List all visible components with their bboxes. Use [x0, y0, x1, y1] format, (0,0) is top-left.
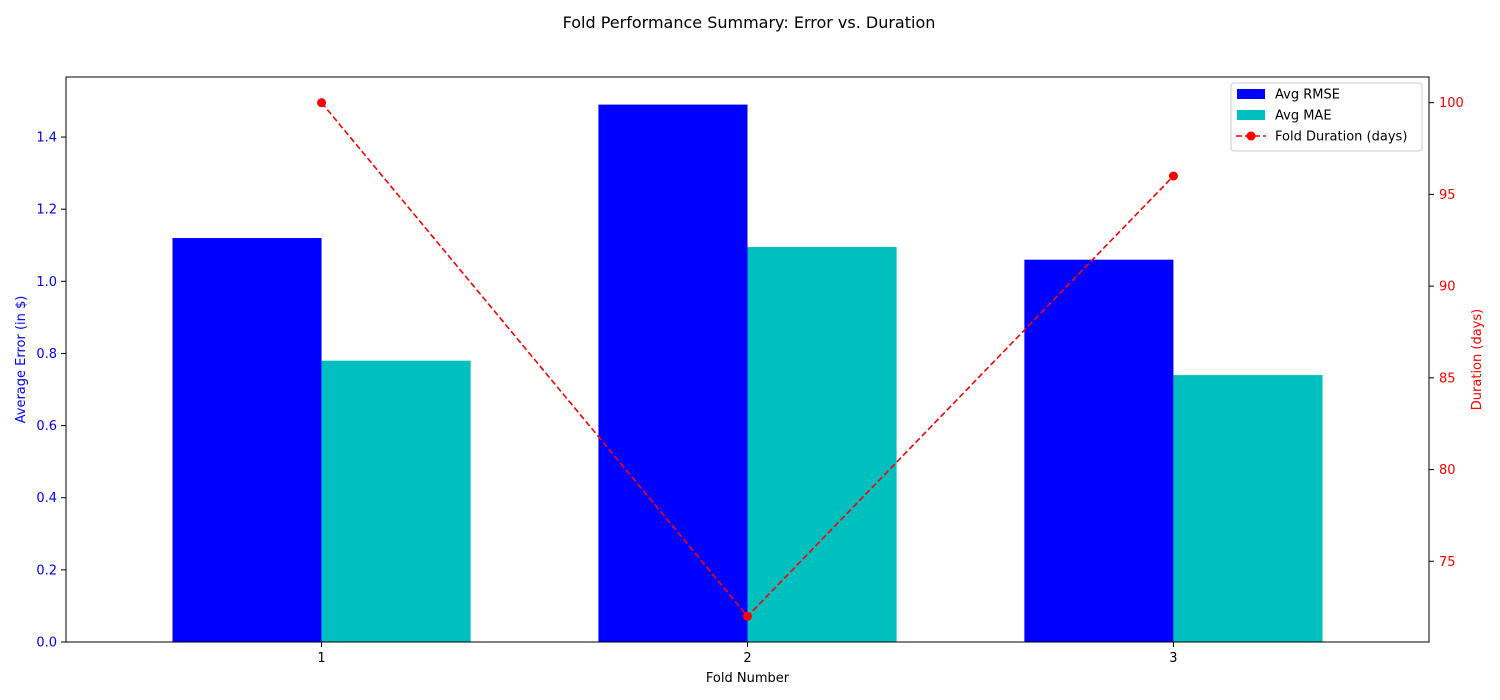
y-left-tick-label-1.2: 1.2	[36, 203, 57, 218]
y-left-tick-label-0.0: 0.0	[36, 636, 57, 651]
y-left-tick-label-0.8: 0.8	[36, 347, 57, 362]
y-right-tick-label-90: 90	[1439, 280, 1456, 295]
duration-point-fold-3	[1168, 171, 1178, 181]
y-left-tick-label-0.4: 0.4	[36, 491, 57, 506]
duration-point-fold-1	[317, 98, 327, 108]
y-right-tick-label-80: 80	[1439, 463, 1456, 478]
bars-layer	[172, 104, 1323, 643]
x-axis: 1 2 3	[317, 642, 1178, 666]
bar-avg-mae-fold-3	[1173, 375, 1323, 642]
duration-point-fold-2	[743, 611, 752, 621]
bar-avg-mae-fold-1	[321, 360, 471, 642]
bar-avg-rmse-fold-2	[598, 104, 748, 642]
y-right-tick-label-100: 100	[1439, 96, 1464, 111]
legend: Avg RMSE Avg MAE Fold Duration (days)	[1230, 82, 1423, 152]
x-tick-label-3: 3	[1169, 651, 1177, 666]
y-axis-left-title: Average Error (in $)	[14, 296, 29, 424]
duration-line-layer	[317, 98, 1178, 621]
x-tick-label-1: 1	[317, 651, 325, 666]
bar-avg-rmse-fold-3	[1024, 259, 1174, 642]
y-left-tick-label-1.4: 1.4	[36, 131, 57, 146]
legend-label-fold-duration-days: Fold Duration (days)	[1275, 130, 1407, 145]
legend-label-avg-rmse: Avg RMSE	[1275, 88, 1340, 103]
y-axis-right: 75 80 85 90 95 100	[1429, 96, 1464, 570]
y-right-tick-label-75: 75	[1439, 555, 1456, 570]
y-axis-left: 0.0 0.2 0.4 0.6 0.8 1.0 1.2 1.4	[36, 131, 66, 651]
x-axis-title: Fold Number	[706, 671, 790, 686]
y-right-tick-label-85: 85	[1439, 371, 1456, 386]
legend-swatch-avg-rmse	[1237, 89, 1265, 99]
legend-label-avg-mae: Avg MAE	[1275, 109, 1332, 124]
legend-swatch-avg-mae	[1237, 110, 1265, 120]
y-left-tick-label-0.2: 0.2	[36, 563, 57, 578]
x-tick-label-2: 2	[743, 651, 751, 666]
y-axis-right-title: Duration (days)	[1470, 309, 1485, 410]
legend-marker-fold-duration-days	[1246, 131, 1256, 141]
bar-avg-rmse-fold-1	[172, 238, 322, 643]
legend-box	[1230, 82, 1423, 152]
bar-avg-mae-fold-2	[747, 247, 897, 642]
y-left-tick-label-1.0: 1.0	[36, 275, 57, 290]
chart-title: Fold Performance Summary: Error vs. Dura…	[563, 13, 936, 32]
y-right-tick-label-95: 95	[1439, 188, 1456, 203]
y-left-tick-label-0.6: 0.6	[36, 419, 57, 434]
